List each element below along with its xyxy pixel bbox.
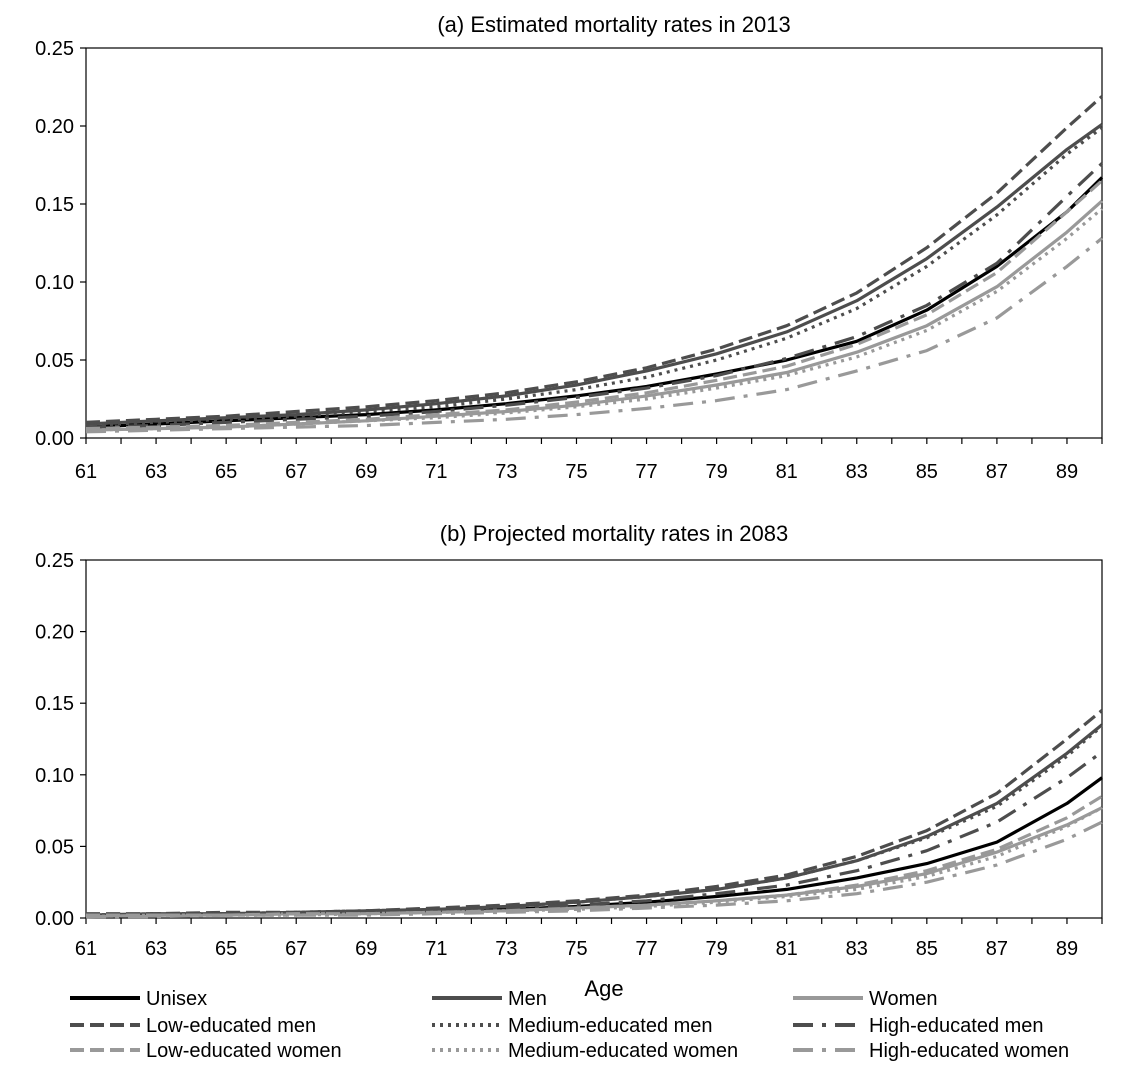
panel-a-x-tick-label: 79 [705,461,727,483]
panel-b-series-high-educated-men-line [86,750,1103,917]
panel-a-series-men-line [85,123,1103,426]
legend-label-men: Men [508,988,547,1010]
panel-b-y-tick-label: 0.00 [35,908,74,930]
panel-b-x-tick-label: 67 [285,938,307,960]
panel-b-x-tick-label: 63 [145,938,167,960]
panel-a-x-tick-label: 75 [565,461,587,483]
panel-a-x-tick-label: 71 [425,461,447,483]
panel-b-x-tick-label: 85 [916,938,938,960]
panel-a-series-low-educated-men-line [85,95,1104,424]
legend-label-high-educated-women: High-educated women [869,1040,1069,1062]
panel-b-x-tick-label: 61 [75,938,97,960]
panel-b-x-tick-label: 79 [705,938,727,960]
panel-a-x-tick-label: 73 [495,461,517,483]
panel-a-x-tick-label: 69 [355,461,377,483]
panel-b-x-tick-label: 77 [635,938,657,960]
panel-b-series-medium-educated-men-line [85,724,1104,917]
panel-b-series-unisex-line [86,776,1103,917]
panel-b-y-tick-label: 0.15 [35,693,74,715]
panel-a-plot-frame [85,47,1103,439]
panel-b-series-high-educated-women-line [86,820,1103,919]
panel-b-plot-frame [85,559,1103,919]
panel-b-series-low-educated-women-line [86,794,1103,917]
panel-a-y-tick-label: 0.15 [35,194,74,216]
panel-a-x-tick-label: 65 [215,461,237,483]
legend: Unisex Men Women Low-educated men Medium-edu… [70,988,1069,1062]
panel-b-x-tick-label: 83 [846,938,868,960]
panel-a-series-high-educated-men-line [85,162,1104,429]
panel-a-x-tick-label: 63 [145,461,167,483]
panel-b-series-low-educated-men-line [86,709,1104,916]
panel-b-y-tick-label: 0.20 [35,622,74,644]
panel-a-x-tick-label: 61 [75,461,97,483]
panel-b-x-tick-label: 81 [776,938,798,960]
legend-label-low-educated-women: Low-educated women [146,1040,342,1062]
panel-a-series-women-line [85,199,1104,432]
panel-a: (a) Estimated mortality rates in 2013 0.0… [35,12,1104,483]
panel-a-x-tick-label: 85 [916,461,938,483]
panel-b-x-axis-label: Age [584,976,623,1001]
legend-label-medium-educated-women: Medium-educated women [508,1040,738,1062]
panel-b-x-tick-label: 73 [495,938,517,960]
panel-a-x-tick-label: 77 [635,461,657,483]
legend-label-high-educated-men: High-educated men [869,1015,1044,1037]
panel-a-y-tick-label: 0.20 [35,116,74,138]
panel-a-x-tick-label: 67 [285,461,307,483]
legend-label-unisex: Unisex [146,988,207,1010]
panel-b: (b) Projected mortality rates in 2083 0.0… [35,521,1104,1001]
panel-a-y-tick-label: 0.10 [35,272,74,294]
panel-a-x-tick-label: 81 [776,461,798,483]
legend-label-women: Women [869,988,938,1010]
panel-b-x-tick-label: 69 [355,938,377,960]
panel-b-x-tick-label: 71 [425,938,447,960]
panel-b-x-tick-label: 75 [565,938,587,960]
panel-a-series-high-educated-women-line [85,237,1104,434]
panel-a-title: (a) Estimated mortality rates in 2013 [437,12,790,37]
panel-b-y-tick-label: 0.25 [35,550,74,572]
panel-a-y-tick-label: 0.00 [35,428,74,450]
legend-label-low-educated-men: Low-educated men [146,1015,316,1037]
panel-b-x-tick-label: 89 [1056,938,1078,960]
panel-a-y-tick-label: 0.25 [35,38,74,60]
panel-b-y-tick-label: 0.05 [35,836,74,858]
panel-a-x-tick-label: 87 [986,461,1008,483]
panel-a-series-low-educated-women-line [85,179,1104,431]
panel-b-series-men-line [85,723,1104,917]
panel-b-title: (b) Projected mortality rates in 2083 [440,521,789,546]
panel-a-y-tick-label: 0.05 [35,350,74,372]
panel-a-x-tick-label: 83 [846,461,868,483]
panel-a-x-tick-label: 89 [1056,461,1078,483]
panel-b-x-tick-label: 87 [986,938,1008,960]
panel-b-y-tick-label: 0.10 [35,765,74,787]
legend-label-medium-educated-men: Medium-educated men [508,1015,713,1037]
panel-b-x-tick-label: 65 [215,938,237,960]
